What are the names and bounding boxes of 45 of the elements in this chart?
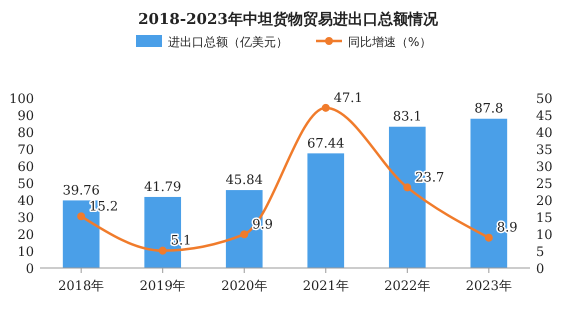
point xyxy=(403,183,412,192)
y-tick-label: 50 xyxy=(17,177,34,192)
y2-tick-label: 30 xyxy=(536,160,553,175)
point xyxy=(484,234,493,242)
y-tick-label: 40 xyxy=(17,194,34,209)
y2-tick-label: 15 xyxy=(536,211,553,226)
y-tick-label: 80 xyxy=(17,126,34,141)
point xyxy=(240,230,248,238)
x-tick-label: 2019年 xyxy=(140,279,186,294)
y2-tick-label: 25 xyxy=(536,177,553,192)
y2-tick-label: 40 xyxy=(536,126,553,141)
point xyxy=(322,104,330,112)
legend-label: 同比增速（%） xyxy=(348,35,432,49)
y2-tick-label: 0 xyxy=(536,262,544,277)
point xyxy=(77,212,86,220)
y2-tick-label: 35 xyxy=(536,143,553,158)
y-tick-label: 90 xyxy=(17,109,34,124)
y2-tick-label: 10 xyxy=(536,228,553,243)
data-label: 41.79 xyxy=(144,180,182,195)
data-label: 39.76 xyxy=(62,183,100,198)
x-tick-label: 2023年 xyxy=(466,279,512,294)
x-tick-label: 2020年 xyxy=(221,279,268,294)
data-label: 47.1 xyxy=(334,90,363,106)
y-tick-label: 0 xyxy=(26,262,34,277)
y-tick-label: 30 xyxy=(17,211,34,226)
y2-tick-label: 45 xyxy=(536,109,553,124)
y2-tick-label: 5 xyxy=(536,245,544,260)
bar xyxy=(307,153,344,268)
data-label: 87.8 xyxy=(474,102,504,117)
y-tick-label: 70 xyxy=(17,143,34,158)
y-tick-label: 10 xyxy=(17,245,34,260)
data-label: 67.44 xyxy=(307,136,344,152)
x-tick-label: 2021年 xyxy=(302,279,349,294)
legend-label: 进出口总额（亿美元） xyxy=(168,35,288,49)
y-tick-label: 20 xyxy=(17,228,34,243)
x-tick-label: 2018年 xyxy=(58,279,104,294)
data-label: 45.84 xyxy=(226,173,263,188)
point xyxy=(158,246,167,255)
y-tick-label: 60 xyxy=(17,160,34,175)
y2-tick-label: 20 xyxy=(536,194,553,209)
y-tick-label: 100 xyxy=(9,92,34,107)
chart-title: 2018-2023年中坦货物贸易进出口总额情况 xyxy=(138,10,439,28)
y2-tick-label: 50 xyxy=(536,92,553,107)
data-label: 83.1 xyxy=(392,110,422,125)
x-tick-label: 2022年 xyxy=(384,279,430,294)
